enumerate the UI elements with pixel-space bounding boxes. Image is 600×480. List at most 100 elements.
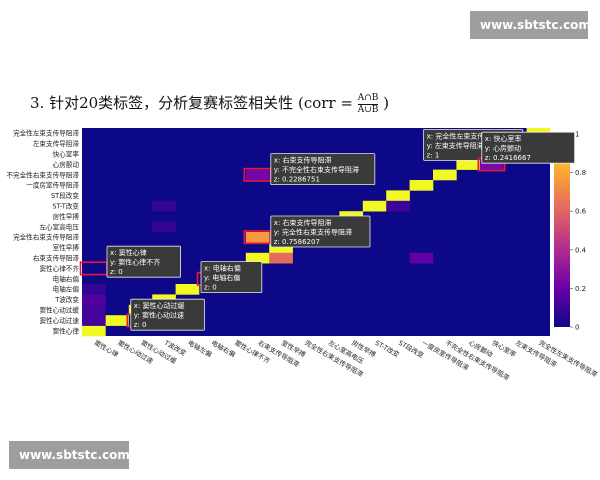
y-tick-label: 完全性左束支传导阻滞 [13, 129, 79, 138]
y-tick-label: 一度房室传导阻滞 [26, 181, 79, 190]
tooltip-line: x: 完全性左束支传导阻滞 [427, 131, 506, 140]
tooltip-line: x: 窦性心动过缓 [134, 301, 185, 310]
colorbar-tick-label: 0.4 [575, 246, 587, 254]
tooltip-line: z: 0 [110, 268, 123, 276]
heatmap-cell[interactable] [82, 304, 106, 316]
y-tick-label: 房性早搏 [53, 212, 80, 221]
y-tick-label: 室性早搏 [53, 243, 80, 252]
x-tick-label: ST-T改变 [374, 338, 402, 359]
colorbar-tick-label: 0.8 [575, 169, 586, 177]
y-tick-label: 电轴右偏 [53, 274, 80, 283]
heatmap-cell-diagonal[interactable] [409, 180, 434, 191]
heatmap-cell-diagonal[interactable] [105, 315, 130, 326]
tooltip-line: z: 0 [134, 321, 147, 329]
colorbar-tick-label: 0 [575, 324, 579, 332]
y-tick-label: ST段改变 [51, 191, 79, 200]
tooltip-box [106, 245, 181, 278]
heatmap-cell-diagonal[interactable] [82, 325, 106, 337]
y-tick-label: 电轴左偏 [53, 285, 80, 294]
heading-text: 针对20类标签，分析复赛标签相关性 [49, 94, 294, 112]
formula-prefix: (corr = [297, 94, 353, 112]
heatmap-cell[interactable] [386, 200, 410, 212]
tooltip-line: x: 右束支传导阻滞 [274, 156, 332, 165]
tooltip-line: y: 心房颤动 [485, 144, 521, 153]
heatmap-cell[interactable] [152, 200, 176, 212]
y-tick-label: 窦性心动过缓 [39, 306, 79, 315]
y-tick-label: 快心室率 [53, 150, 80, 159]
tooltip-line: z: 1 [427, 151, 440, 159]
colorbar [554, 134, 570, 327]
heatmap-cell-diagonal[interactable] [175, 284, 200, 295]
watermark-bottom: www.sbtstc.com [9, 441, 130, 469]
heatmap-cell[interactable] [82, 294, 106, 306]
tooltip-line: y: 窦性心动过速 [134, 311, 184, 320]
tooltip-line: y: 完全性右束支传导阻滞 [274, 228, 352, 237]
heatmap-cell[interactable] [82, 284, 106, 295]
heatmap-cell[interactable] [152, 221, 176, 233]
tooltip-line: y: 不完全性右束支传导阻滞 [274, 165, 359, 174]
tooltip-line: y: 电轴右偏 [204, 273, 240, 282]
tooltip-line: x: 快心室率 [485, 134, 522, 143]
formula-suffix: ) [383, 94, 390, 112]
heatmap-cell-highlighted[interactable] [245, 169, 270, 181]
y-tick-label: 左心室高电压 [39, 222, 79, 231]
x-tick-label: 电轴右偏 [210, 338, 238, 359]
heatmap-cell-diagonal[interactable] [456, 159, 481, 170]
y-tick-label: 心房颤动 [53, 160, 80, 169]
tooltip-box [270, 215, 371, 248]
x-tick-label: ST段改变 [397, 338, 426, 360]
tooltip-line: z: 0.2416667 [485, 154, 531, 162]
tooltip-line: z: 0 [204, 284, 217, 292]
y-tick-label: 完全性右束支传导阻滞 [13, 233, 79, 242]
x-tick-label: 快心室率 [491, 338, 519, 359]
y-tick-label: 窦性心动过速 [39, 316, 79, 325]
tooltip-line: z: 0.2286751 [274, 176, 320, 184]
y-tick-label: T波改变 [54, 295, 79, 304]
y-tick-label: 不完全性右束支传导阻滞 [6, 170, 79, 179]
tooltip-box [481, 131, 575, 164]
heading-number: 3. [30, 94, 45, 112]
tooltip-box [130, 298, 205, 331]
heatmap-cell-highlighted[interactable] [82, 263, 106, 274]
y-tick-label: 左束支传导阻滞 [33, 139, 80, 148]
x-tick-label: 电轴左偏 [186, 338, 214, 359]
heatmap-cell-diagonal[interactable] [269, 242, 293, 254]
tooltip-line: x: 窦性心律 [110, 248, 147, 257]
y-tick-label: ST-T改变 [52, 202, 79, 211]
heatmap-cell-diagonal[interactable] [386, 190, 410, 202]
y-tick-label: 窦性心律 [53, 326, 80, 335]
heatmap-cell-highlighted[interactable] [245, 232, 270, 243]
tooltip-line: x: 右束支传导阻滞 [274, 218, 332, 227]
tooltip-line: x: 电轴右偏 [204, 264, 241, 273]
heatmap-cell-diagonal[interactable] [433, 169, 457, 181]
tooltip-line: y: 左束支传导阻滞 [427, 141, 484, 150]
tooltip-line: y: 窦性心律不齐 [110, 258, 160, 267]
colorbar-tick-label: 1 [575, 131, 579, 139]
y-tick-label: 窦性心律不齐 [39, 264, 79, 273]
colorbar-tick-label: 0.2 [575, 285, 586, 293]
heatmap-cell-diagonal[interactable] [362, 200, 387, 212]
x-tick-label: 窦性心律 [93, 338, 121, 359]
watermark-top: www.sbtstc.com [470, 11, 591, 39]
colorbar-tick-label: 0.6 [575, 208, 587, 216]
formula-denominator: A∪B [357, 104, 379, 115]
formula-numerator: A∩B [357, 92, 379, 105]
slide-heading: 3. 针对20类标签，分析复赛标签相关性 (corr = A∩B A∪B ) [30, 92, 389, 116]
y-tick-label: 右束支传导阻滞 [33, 254, 80, 263]
tooltip-box [270, 153, 376, 186]
tooltip-box [200, 261, 263, 294]
heatmap-cell[interactable] [409, 252, 434, 264]
heatmap-cell-highlighted[interactable] [479, 159, 504, 170]
heatmap-cell[interactable] [82, 315, 106, 326]
formula-fraction: A∩B A∪B [357, 92, 379, 116]
heatmap-cell-diagonal[interactable] [245, 252, 270, 264]
heatmap-cell[interactable] [269, 252, 293, 264]
tooltip-line: z: 0.7586207 [274, 238, 320, 246]
